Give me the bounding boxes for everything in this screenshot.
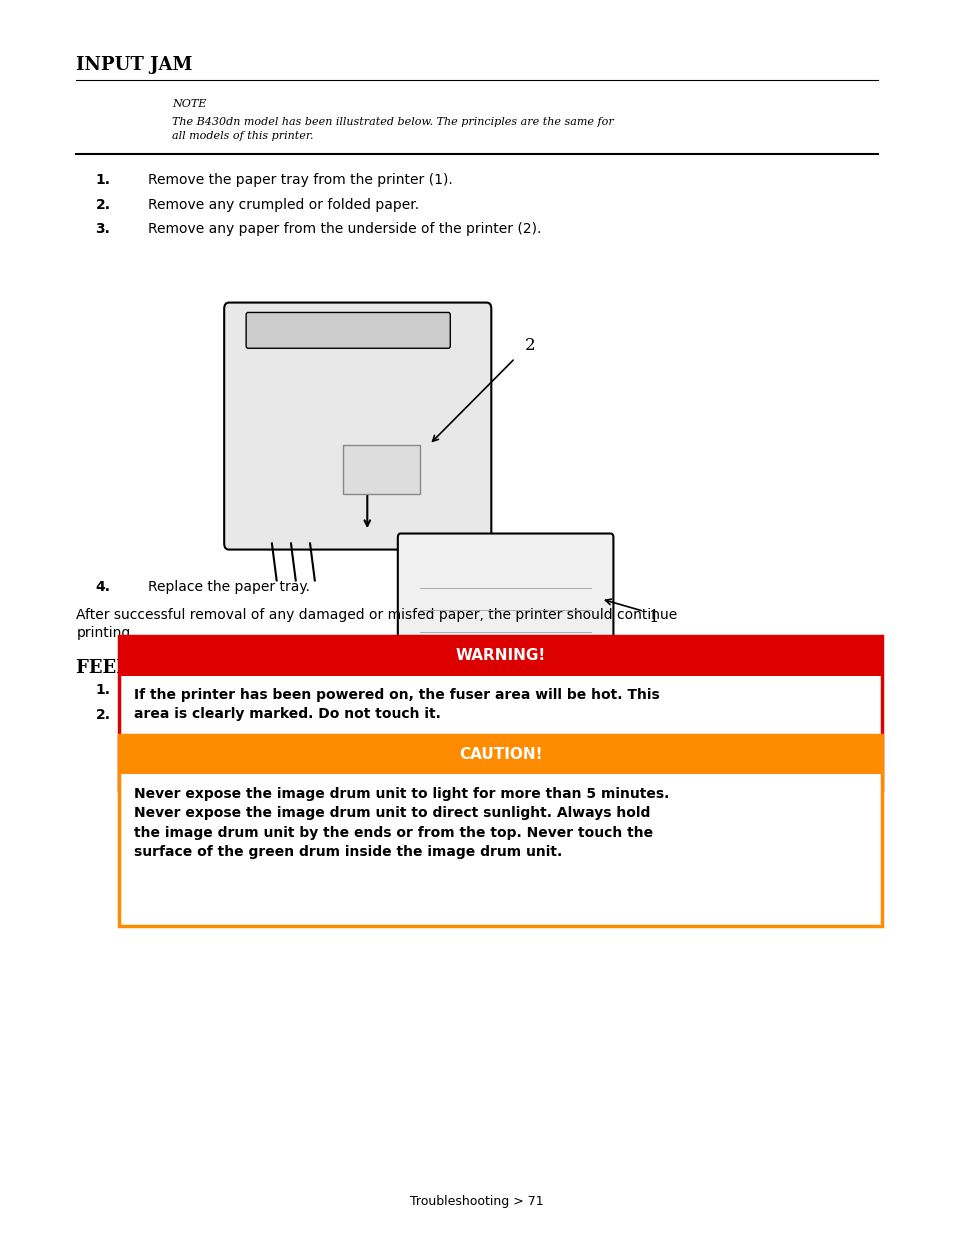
Text: After successful removal of any damaged or misfed paper, the printer should cont: After successful removal of any damaged … <box>76 608 677 640</box>
Text: NOTE: NOTE <box>172 99 206 109</box>
Text: FEED JAM OR EXIT JAM: FEED JAM OR EXIT JAM <box>76 659 322 678</box>
Bar <box>119 636 882 676</box>
Text: Press the cover release and open the printer’s top cover.: Press the cover release and open the pri… <box>148 708 542 721</box>
Bar <box>343 445 419 494</box>
Text: Remove the paper tray from the printer (1).: Remove the paper tray from the printer (… <box>148 173 452 186</box>
Text: 4.: 4. <box>95 580 111 594</box>
Text: 2.: 2. <box>95 708 111 721</box>
Text: Remove any paper from the underside of the printer (2).: Remove any paper from the underside of t… <box>148 222 540 236</box>
Text: 2: 2 <box>524 337 535 354</box>
Text: The B430dn model has been illustrated below. The principles are the same for
all: The B430dn model has been illustrated be… <box>172 117 613 141</box>
Text: If the printer has been powered on, the fuser area will be hot. This
area is cle: If the printer has been powered on, the … <box>133 688 659 721</box>
FancyBboxPatch shape <box>246 312 450 348</box>
FancyBboxPatch shape <box>119 735 882 926</box>
Text: 1.: 1. <box>95 683 111 697</box>
Text: 1.: 1. <box>95 173 111 186</box>
Text: INPUT JAM: INPUT JAM <box>76 56 193 74</box>
Text: Replace the paper tray.: Replace the paper tray. <box>148 580 310 594</box>
Text: Troubleshooting > 71: Troubleshooting > 71 <box>410 1194 543 1208</box>
FancyBboxPatch shape <box>397 534 613 652</box>
Text: 2.: 2. <box>95 198 111 211</box>
Text: Remove any crumpled or folded paper.: Remove any crumpled or folded paper. <box>148 198 418 211</box>
Text: WARNING!: WARNING! <box>456 648 545 663</box>
Text: 3.: 3. <box>95 222 111 236</box>
FancyBboxPatch shape <box>224 303 491 550</box>
Text: 1: 1 <box>648 609 659 626</box>
Text: Never expose the image drum unit to light for more than 5 minutes.
Never expose : Never expose the image drum unit to ligh… <box>133 787 668 860</box>
Text: CAUTION!: CAUTION! <box>458 747 542 762</box>
Bar <box>119 735 882 774</box>
FancyBboxPatch shape <box>119 636 882 790</box>
Text: Remove the tray and clear any misfed sheets as given above.: Remove the tray and clear any misfed she… <box>148 683 578 697</box>
